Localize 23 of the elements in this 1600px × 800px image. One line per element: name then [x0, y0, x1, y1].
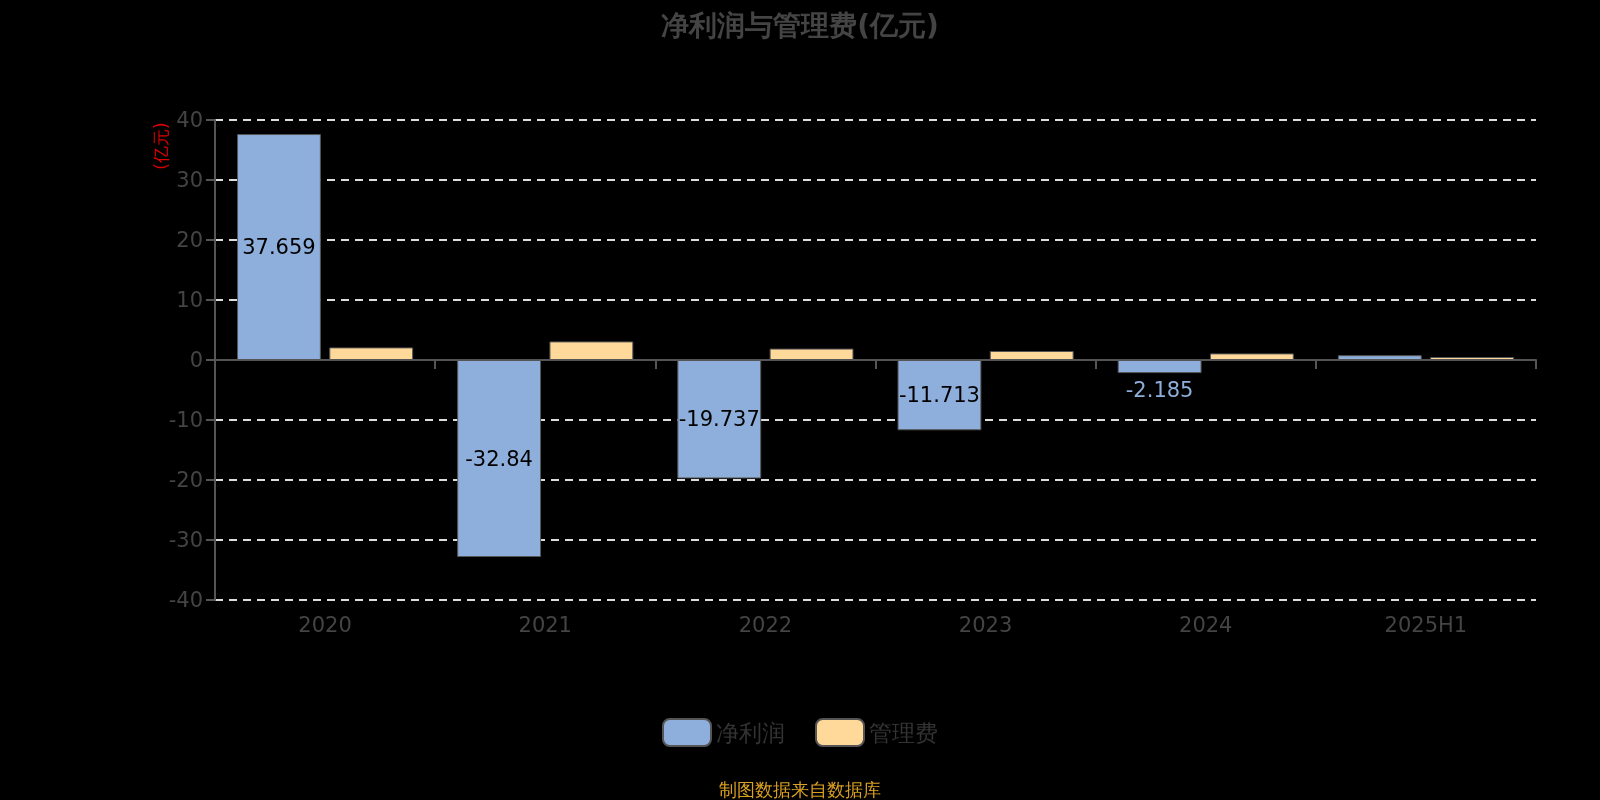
y-tick-label: -10 — [168, 408, 203, 432]
text: 制图数据来自数据库 — [719, 778, 881, 800]
y-tick-label: 10 — [176, 288, 203, 312]
data-label: -11.713 — [898, 383, 980, 408]
y-tick-label: -40 — [168, 588, 203, 612]
y-tick-label: 0 — [189, 348, 203, 372]
x-tick-label: 2025H1 — [1384, 612, 1468, 637]
x-tick-label: 2024 — [1179, 612, 1233, 637]
x-tick-label: 2021 — [518, 612, 572, 637]
data-label: 37.659 — [242, 235, 316, 260]
x-tick-label: 2022 — [738, 612, 793, 637]
data-label: -32.84 — [465, 446, 533, 471]
y-tick-label: 40 — [176, 108, 203, 132]
y-axis-title: (亿元) — [150, 122, 171, 170]
y-tick-label: -30 — [168, 528, 203, 552]
chart-title: 净利润与管理费(亿元) — [661, 8, 939, 42]
y-tick-label: -20 — [168, 468, 203, 492]
data-label: -19.737 — [678, 407, 760, 432]
y-tick-label: 20 — [176, 228, 203, 252]
y-tick-label: 30 — [176, 168, 203, 192]
data-label: -2.185 — [1125, 377, 1194, 402]
x-tick-label: 2023 — [958, 612, 1013, 637]
x-tick-label: 2020 — [298, 612, 352, 637]
